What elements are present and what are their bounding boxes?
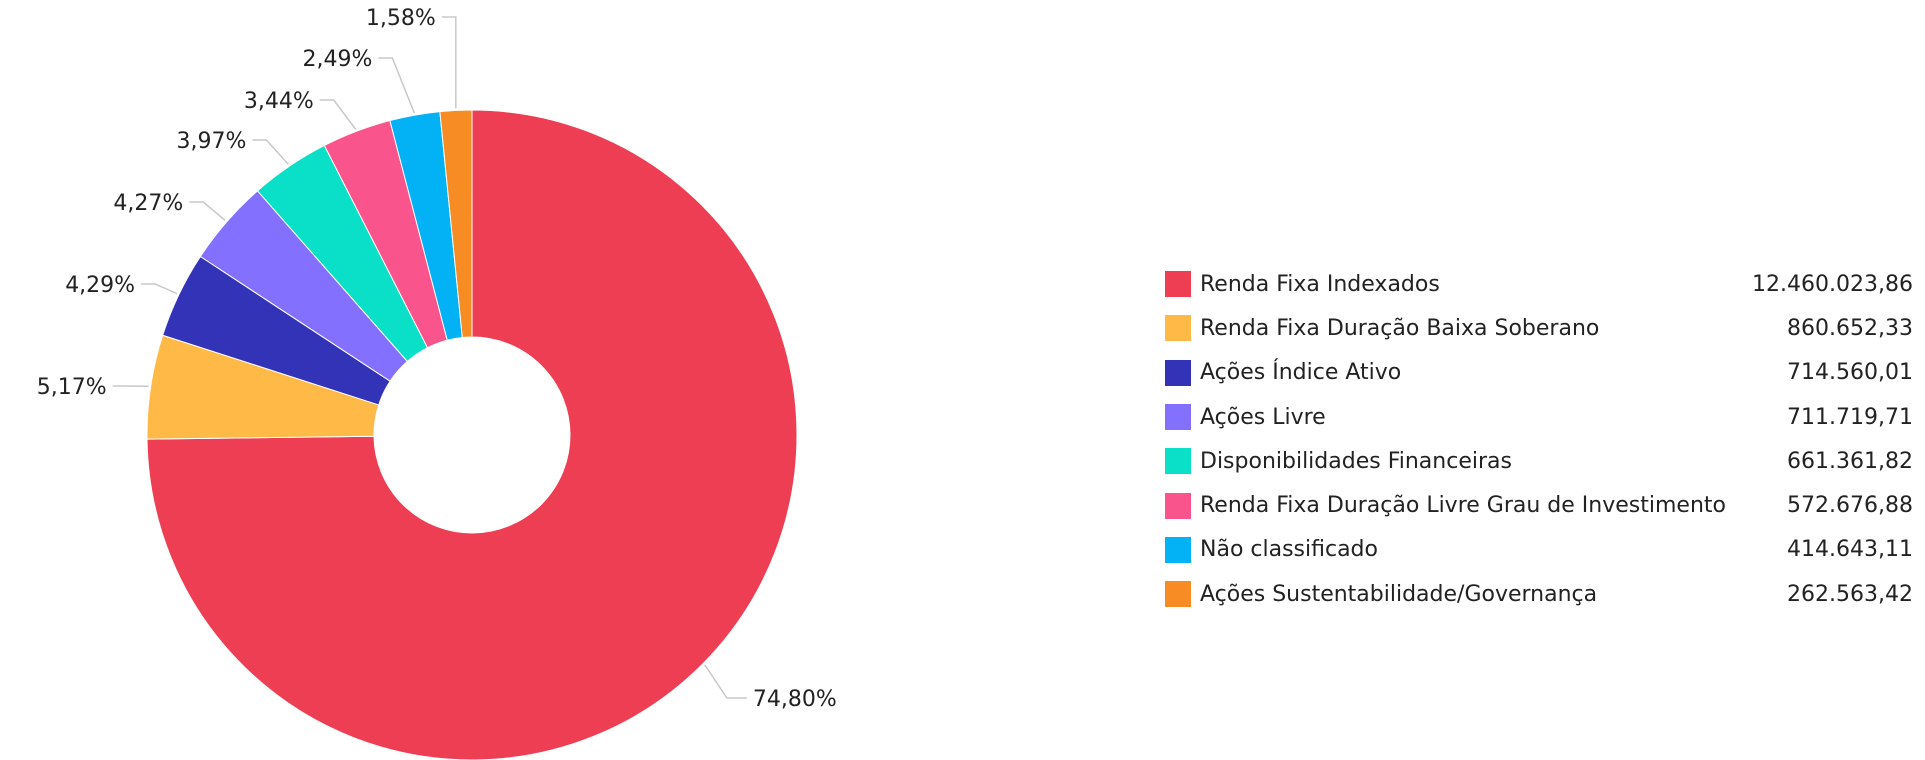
leader-line (189, 201, 226, 222)
leader-line (252, 139, 289, 165)
legend: Renda Fixa Indexados 12.460.023,86 Renda F… (1165, 262, 1913, 616)
percent-label: 2,49% (302, 47, 372, 72)
legend-swatch (1165, 359, 1191, 386)
legend-item[interactable]: Ações Índice Ativo 714.560,01 (1165, 351, 1913, 395)
legend-label: Não classificado (1200, 537, 1378, 563)
legend-value: 860.652,33 (1787, 315, 1913, 341)
legend-label: Renda Fixa Duração Livre Grau de Investi… (1200, 493, 1726, 519)
legend-swatch (1165, 315, 1191, 342)
legend-label: Ações Sustentabilidade/Governança (1200, 581, 1598, 607)
leader-line (319, 99, 357, 130)
percent-label: 4,27% (113, 191, 183, 216)
legend-item[interactable]: Renda Fixa Duração Livre Grau de Investi… (1165, 483, 1913, 527)
percent-label: 5,17% (37, 375, 107, 400)
slices-layer (146, 109, 798, 760)
donut-slice[interactable] (439, 109, 473, 339)
legend-value: 714.560,01 (1787, 360, 1913, 386)
legend-swatch (1165, 581, 1191, 608)
percent-label: 74,80% (753, 687, 837, 712)
legend-label: Ações Índice Ativo (1200, 360, 1402, 386)
leader-line (378, 57, 416, 114)
legend-swatch (1165, 404, 1191, 431)
legend-value: 711.719,71 (1787, 404, 1913, 430)
legend-item[interactable]: Renda Fixa Duração Baixa Soberano 860.652… (1165, 306, 1913, 350)
donut-slice[interactable] (146, 109, 798, 760)
leader-line (441, 16, 457, 109)
legend-swatch (1165, 492, 1191, 519)
legend-value: 414.643,11 (1787, 537, 1913, 563)
legend-item[interactable]: Ações Sustentabilidade/Governança 262.563… (1165, 572, 1913, 616)
legend-swatch (1165, 536, 1191, 563)
legend-value: 572.676,88 (1787, 493, 1913, 519)
legend-item[interactable]: Disponibilidades Financeiras 661.361,82 (1165, 439, 1913, 483)
legend-item[interactable]: Não classificado 414.643,11 (1165, 528, 1913, 572)
legend-swatch (1165, 448, 1191, 475)
percent-label: 3,44% (244, 89, 314, 114)
legend-label: Renda Fixa Indexados (1200, 271, 1440, 297)
legend-item[interactable]: Renda Fixa Indexados 12.460.023,86 (1165, 262, 1913, 306)
percent-label: 3,97% (177, 129, 247, 154)
legend-value: 661.361,82 (1787, 448, 1913, 474)
leader-lines-layer (112, 16, 747, 699)
legend-value: 12.460.023,86 (1752, 271, 1913, 297)
legend-value: 262.563,42 (1787, 581, 1913, 607)
leader-line (141, 283, 178, 295)
leader-line (704, 664, 747, 699)
percent-labels-layer: 74,80% 5,17% 4,29% 4,27% 3,97% 3,44% 2,49% 1,58… (37, 6, 837, 712)
percent-label: 4,29% (65, 273, 135, 298)
legend-label: Disponibilidades Financeiras (1200, 448, 1512, 474)
legend-swatch (1165, 271, 1191, 298)
percent-label: 1,58% (366, 6, 436, 31)
legend-item[interactable]: Ações Livre 711.719,71 (1165, 395, 1913, 439)
legend-label: Ações Livre (1200, 404, 1326, 430)
legend-label: Renda Fixa Duração Baixa Soberano (1200, 315, 1600, 341)
